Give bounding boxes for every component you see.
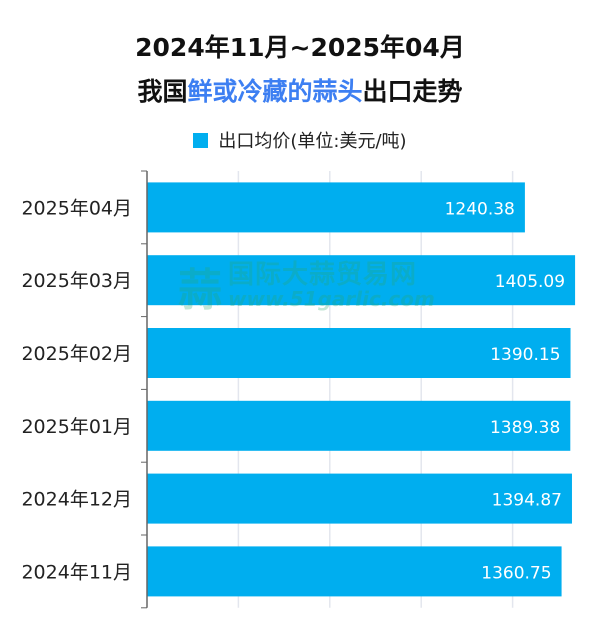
category-label: 2024年11月	[21, 561, 132, 583]
title-highlight: 鲜或冷藏的蒜头	[187, 77, 363, 106]
data-label: 1405.09	[495, 272, 565, 292]
legend-label: 出口均价(单位:美元/吨)	[218, 131, 407, 152]
bar	[147, 182, 525, 233]
data-label: 1389.38	[490, 418, 560, 438]
data-label: 1390.15	[490, 345, 560, 365]
category-label: 2025年02月	[21, 343, 132, 365]
category-label: 2025年01月	[21, 416, 132, 438]
bar	[147, 255, 576, 306]
legend: 出口均价(单位:美元/吨)	[0, 127, 600, 153]
bar	[147, 400, 571, 451]
title-suffix: 出口走势	[362, 77, 463, 106]
chart-title-line2: 我国鲜或冷藏的蒜头出口走势	[0, 72, 600, 108]
bar	[147, 328, 571, 378]
title-prefix: 我国	[137, 77, 188, 106]
category-label: 2024年12月	[21, 489, 132, 511]
bar	[147, 546, 562, 597]
data-label: 1240.38	[445, 199, 515, 219]
chart-title-line1: 2024年11月~2025年04月	[135, 33, 465, 62]
bar	[147, 473, 572, 524]
category-label: 2025年03月	[21, 270, 132, 292]
category-label: 2025年04月	[21, 197, 132, 219]
legend-swatch	[193, 132, 209, 148]
data-label: 1360.75	[481, 563, 551, 583]
data-label: 1394.87	[492, 491, 562, 511]
